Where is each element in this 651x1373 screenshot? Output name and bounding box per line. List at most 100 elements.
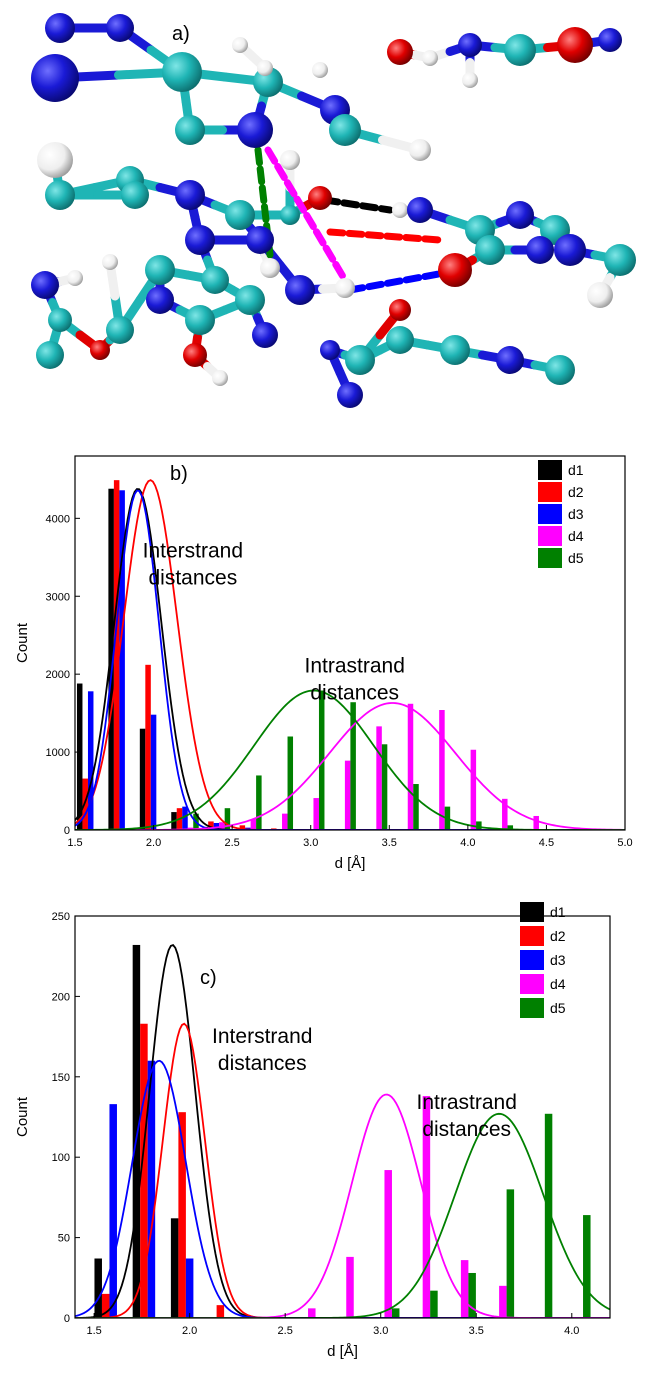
x-tick-label: 2.0 — [146, 837, 161, 849]
x-tick-label: 3.0 — [303, 837, 318, 849]
bar-d3 — [185, 1258, 194, 1318]
bar-d2 — [101, 1293, 110, 1318]
y-axis-title: Count — [14, 1096, 31, 1137]
x-tick-label: 2.5 — [278, 1325, 293, 1337]
y-tick-label: 200 — [52, 991, 70, 1003]
fit-curve-d2 — [75, 479, 625, 830]
fit-curve-d1 — [75, 488, 625, 830]
y-tick-label: 100 — [52, 1152, 70, 1164]
bar-d4 — [344, 760, 351, 830]
bar-d3 — [87, 691, 94, 830]
bar-d3 — [182, 806, 188, 830]
x-axis-title: d [Å] — [327, 1343, 358, 1360]
x-tick-label: 4.0 — [564, 1325, 579, 1337]
bar-d5 — [468, 1272, 476, 1318]
bar-d5 — [256, 775, 262, 830]
bar-d4 — [346, 1256, 354, 1318]
legend-swatch-d4 — [520, 974, 544, 994]
bar-d5 — [391, 1308, 400, 1318]
legend-swatch-d5 — [538, 548, 562, 568]
legend-swatch-d5 — [520, 998, 544, 1018]
x-tick-label: 3.5 — [469, 1325, 484, 1337]
bar-d3 — [150, 714, 157, 830]
y-tick-label: 3000 — [46, 591, 70, 603]
panel-label: c) — [200, 967, 217, 989]
bar-d2 — [140, 1023, 148, 1318]
legend-label-d4: d4 — [550, 976, 566, 992]
bar-d4 — [533, 815, 539, 830]
bar-d5 — [224, 808, 231, 830]
molecular-structure-image: a) — [31, 13, 636, 408]
legend-swatch-d1 — [520, 902, 544, 922]
bar-d4 — [384, 1170, 392, 1318]
fit-curve-d3 — [75, 1059, 610, 1318]
bar-d4 — [439, 710, 445, 830]
x-tick-label: 4.0 — [460, 837, 475, 849]
bar-d5 — [413, 784, 419, 830]
annotation-text: distances — [422, 1118, 511, 1141]
bar-d4 — [499, 1285, 507, 1318]
legend-label-d2: d2 — [568, 484, 584, 500]
bar-d1 — [170, 1218, 179, 1318]
bar-d3 — [213, 822, 220, 830]
bar-d2 — [216, 1305, 225, 1318]
y-tick-label: 1000 — [46, 747, 70, 759]
y-tick-label: 2000 — [46, 669, 70, 681]
bar-d5 — [287, 736, 294, 830]
y-tick-label: 50 — [58, 1233, 70, 1245]
legend-label-d4: d4 — [568, 528, 584, 544]
bar-d5 — [318, 690, 325, 830]
annotation-text: Intrastrand — [305, 655, 405, 678]
legend-swatch-d2 — [520, 926, 544, 946]
legend-label-d3: d3 — [568, 506, 584, 522]
x-tick-label: 1.5 — [86, 1325, 101, 1337]
bar-d3 — [147, 1060, 156, 1318]
plot-frame — [74, 915, 611, 1319]
x-tick-label: 2.5 — [224, 837, 239, 849]
bar-d1 — [139, 728, 146, 830]
legend-swatch-d3 — [520, 950, 544, 970]
legend-label-d3: d3 — [550, 952, 566, 968]
legend-swatch-d4 — [538, 526, 562, 546]
y-tick-label: 150 — [52, 1072, 70, 1084]
bar-d3 — [119, 490, 125, 830]
y-tick-label: 0 — [64, 825, 70, 837]
bar-d2 — [145, 664, 151, 830]
x-tick-label: 4.5 — [539, 837, 554, 849]
histogram-c: 1.5 2.0 2.5 3.0 3.5 4.0 0 50 100 150 200 250 d [Å] Co… — [14, 902, 629, 1360]
annotation-text: distances — [148, 566, 237, 589]
x-tick-label: 1.5 — [67, 837, 82, 849]
legend-label-d5: d5 — [568, 550, 584, 566]
y-tick-label: 250 — [52, 911, 70, 923]
bar-d5 — [350, 702, 356, 830]
bar-d4 — [313, 798, 319, 830]
bar-d2 — [113, 480, 120, 830]
bar-d2 — [178, 1112, 186, 1318]
legend-swatch-d2 — [538, 482, 562, 502]
bar-d4 — [470, 749, 477, 830]
legend-label-d1: d1 — [550, 904, 566, 920]
bar-d3 — [109, 1104, 117, 1318]
plot-frame — [74, 455, 626, 831]
legend-label-d1: d1 — [568, 462, 584, 478]
bar-d4 — [376, 726, 382, 830]
bar-d4 — [250, 819, 257, 830]
bar-d1 — [94, 1258, 102, 1318]
bar-d5 — [621, 1304, 629, 1318]
legend-swatch-d1 — [538, 460, 562, 480]
bar-d4 — [407, 703, 414, 830]
legend: d1 d2 d3 d4 d5 — [520, 902, 566, 1018]
bar-d4 — [502, 798, 508, 830]
bar-d1 — [132, 944, 141, 1318]
bar-d1 — [108, 488, 114, 830]
panel-label: b) — [170, 463, 188, 485]
y-axis-title: Count — [14, 622, 31, 663]
annotation-text: Interstrand — [143, 539, 243, 562]
x-tick-label: 2.0 — [182, 1325, 197, 1337]
bar-d5 — [544, 1113, 553, 1318]
histogram-b: 1.5 2.0 2.5 3.0 3.5 4.0 4.5 5.0 0 1000 2000 3000 400… — [14, 455, 633, 872]
y-tick-label: 4000 — [46, 513, 70, 525]
panel-label-a: a) — [172, 23, 190, 45]
bar-d5 — [583, 1215, 591, 1318]
bar-d5 — [506, 1189, 515, 1318]
